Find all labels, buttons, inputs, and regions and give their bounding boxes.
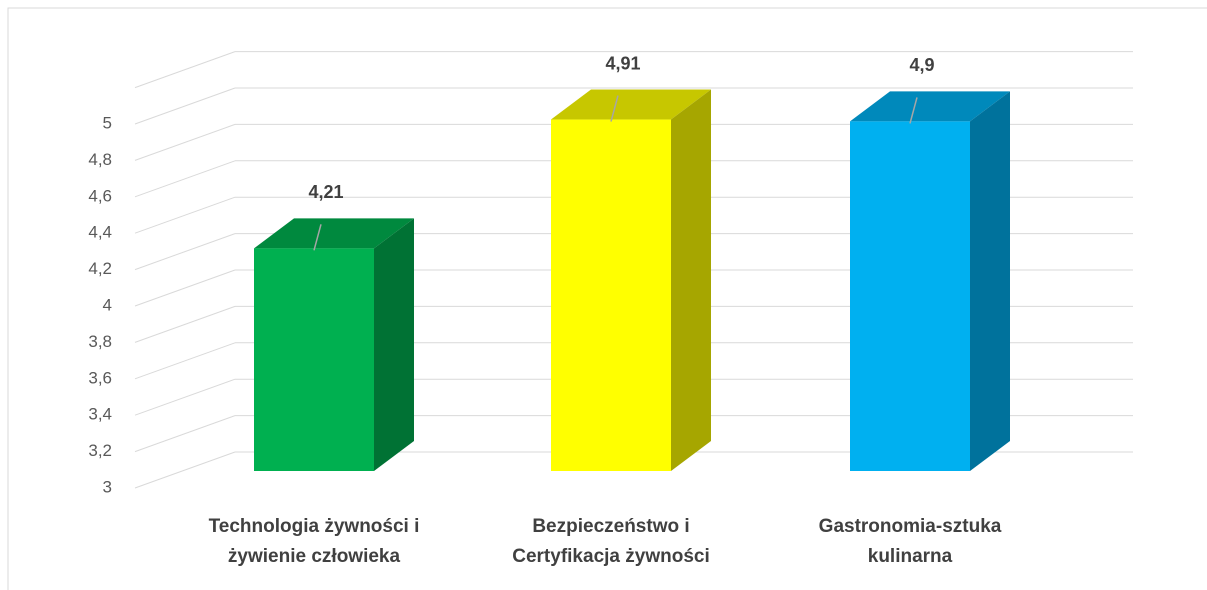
data-label: 4,9 xyxy=(909,55,934,75)
grid-line xyxy=(134,415,236,453)
x-tick-label: Bezpieczeństwo i Certyfikacja żywności xyxy=(512,516,710,567)
grid-line xyxy=(134,233,236,271)
chart-frame xyxy=(7,7,1207,590)
leader-line xyxy=(610,95,619,122)
y-tick-label: 4 xyxy=(103,295,112,314)
bar xyxy=(551,119,671,471)
grid-line xyxy=(134,342,236,380)
grid-line xyxy=(134,305,236,343)
y-tick-label: 4,2 xyxy=(88,259,112,278)
bar-top xyxy=(254,218,414,249)
leader-line xyxy=(909,97,918,124)
bar xyxy=(254,248,374,471)
y-tick-label: 3,8 xyxy=(88,332,112,351)
y-tick-label: 3 xyxy=(103,477,112,496)
y-tick-label: 3,4 xyxy=(88,405,112,424)
grid-line xyxy=(134,269,236,307)
y-tick-label: 4,6 xyxy=(88,186,112,205)
y-tick-label: 4,8 xyxy=(88,150,112,169)
y-tick-label: 4,4 xyxy=(88,223,112,242)
bar-side xyxy=(374,218,414,471)
grid-line xyxy=(134,160,236,198)
bar-top xyxy=(551,89,711,120)
grid-line xyxy=(134,123,236,161)
grid-line xyxy=(134,87,236,125)
bar xyxy=(850,121,970,472)
bar-side xyxy=(970,91,1010,472)
leader-line xyxy=(313,224,322,251)
y-tick-label: 5 xyxy=(103,113,112,132)
y-tick-label: 3,2 xyxy=(88,441,112,460)
data-label: 4,21 xyxy=(308,182,343,202)
axis-frame xyxy=(134,51,236,89)
grid-line xyxy=(134,451,236,489)
x-tick-label: Gastronomia-sztuka kulinarna xyxy=(818,516,1002,567)
data-label: 4,91 xyxy=(605,53,640,73)
grid-line xyxy=(134,378,236,416)
bar-top xyxy=(850,91,1010,122)
bar-side xyxy=(671,89,711,471)
grid-line xyxy=(134,196,236,234)
x-tick-label: Technologia żywności i żywienie człowiek… xyxy=(208,516,420,567)
y-tick-label: 3,6 xyxy=(88,368,112,387)
